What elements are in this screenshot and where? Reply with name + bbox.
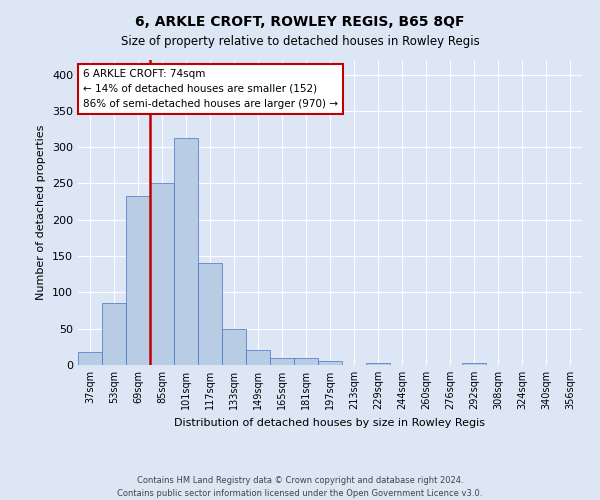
Bar	[462, 363, 486, 365]
Bar	[222, 328, 246, 365]
Bar	[366, 363, 390, 365]
X-axis label: Distribution of detached houses by size in Rowley Regis: Distribution of detached houses by size …	[175, 418, 485, 428]
Text: Size of property relative to detached houses in Rowley Regis: Size of property relative to detached ho…	[121, 35, 479, 48]
Bar	[270, 358, 294, 365]
Text: Contains HM Land Registry data © Crown copyright and database right 2024.
Contai: Contains HM Land Registry data © Crown c…	[118, 476, 482, 498]
Bar	[78, 352, 102, 365]
Bar	[198, 262, 222, 365]
Bar	[150, 184, 174, 365]
Bar	[294, 358, 318, 365]
Bar	[246, 350, 270, 365]
Bar	[174, 138, 198, 365]
Y-axis label: Number of detached properties: Number of detached properties	[37, 125, 46, 300]
Bar	[318, 362, 342, 365]
Text: 6, ARKLE CROFT, ROWLEY REGIS, B65 8QF: 6, ARKLE CROFT, ROWLEY REGIS, B65 8QF	[135, 15, 465, 29]
Bar	[102, 304, 126, 365]
Bar	[126, 196, 150, 365]
Text: 6 ARKLE CROFT: 74sqm
← 14% of detached houses are smaller (152)
86% of semi-deta: 6 ARKLE CROFT: 74sqm ← 14% of detached h…	[83, 69, 338, 109]
